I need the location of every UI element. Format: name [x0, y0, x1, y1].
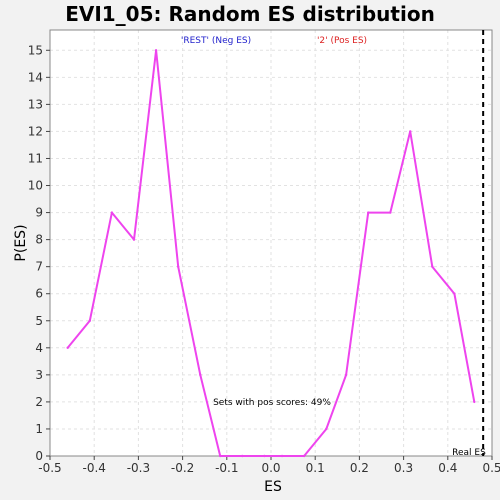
- pos-scores-annotation: Sets with pos scores: 49%: [213, 398, 331, 408]
- x-tick-label: 0.5: [482, 461, 500, 475]
- data-point: [218, 454, 222, 458]
- data-point: [280, 454, 284, 458]
- x-tick-label: 0.3: [394, 461, 413, 475]
- y-tick-label: 2: [35, 395, 43, 409]
- data-point: [132, 238, 136, 241]
- x-tick-label: 0.0: [261, 461, 280, 475]
- y-tick-label: 12: [28, 124, 43, 138]
- data-point: [154, 49, 158, 52]
- data-point: [199, 373, 202, 377]
- data-point: [66, 346, 69, 350]
- y-tick-label: 4: [35, 341, 43, 355]
- series-line-0: [66, 49, 476, 457]
- y-tick-label: 13: [28, 97, 43, 111]
- data-point: [176, 265, 180, 268]
- data-point: [344, 373, 348, 377]
- y-tick-label: 9: [35, 206, 43, 220]
- y-tick-label: 11: [28, 151, 43, 165]
- data-point: [263, 454, 266, 458]
- data-point: [88, 319, 91, 322]
- y-tick-label: 8: [35, 233, 43, 247]
- x-tick-label: -0.5: [38, 461, 61, 475]
- data-point: [367, 211, 370, 214]
- x-tick-label: 0.4: [438, 461, 457, 475]
- data-point: [473, 400, 476, 404]
- data-point: [325, 427, 328, 431]
- data-point: [409, 130, 412, 133]
- y-tick-label: 6: [35, 287, 43, 301]
- y-tick-label: 7: [35, 260, 43, 274]
- data-point: [431, 265, 434, 268]
- data-point: [389, 211, 392, 214]
- data-point: [302, 454, 306, 458]
- data-point: [453, 292, 456, 295]
- y-tick-label: 5: [35, 314, 43, 328]
- y-tick-label: 1: [35, 422, 43, 436]
- real-es-label: Real ES: [452, 448, 486, 458]
- legend-pos-es: '2' (Pos ES): [317, 36, 367, 46]
- x-axis-label: ES: [264, 479, 282, 495]
- axis-ticks: -0.5 -0.4 -0.3 -0.2 -0.1 0.0 0.1 0.2 0.3 0.4 0.5 0 1…: [28, 43, 500, 475]
- y-tick-label: 10: [28, 179, 43, 193]
- legend-neg-es: 'REST' (Neg ES): [181, 36, 251, 46]
- x-tick-label: 0.1: [306, 461, 325, 475]
- x-tick-label: -0.4: [82, 461, 105, 475]
- x-tick-label: -0.1: [215, 461, 238, 475]
- data-point: [110, 211, 114, 214]
- chart-title: EVI1_05: Random ES distribution: [65, 2, 435, 26]
- series-layer: [66, 49, 476, 458]
- y-tick-label: 14: [28, 70, 43, 84]
- x-tick-label: -0.3: [127, 461, 150, 475]
- y-tick-label: 15: [28, 43, 43, 57]
- x-tick-label: -0.2: [171, 461, 194, 475]
- x-tick-label: 0.2: [350, 461, 369, 475]
- data-point: [241, 454, 244, 458]
- y-tick-label: 3: [35, 368, 43, 382]
- y-tick-label: 0: [35, 449, 43, 463]
- y-axis-label: P(ES): [13, 224, 29, 261]
